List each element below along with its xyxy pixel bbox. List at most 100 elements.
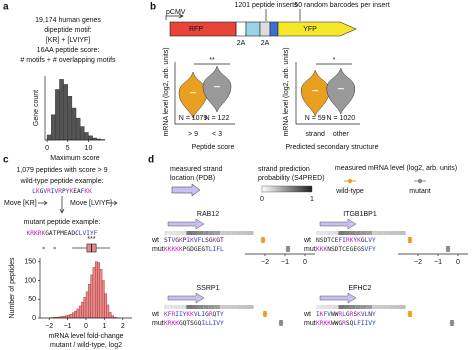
text: dipeptide motif: xyxy=(44,27,92,34)
residue: L xyxy=(220,246,224,253)
residue: V xyxy=(194,237,198,244)
bar xyxy=(83,297,87,319)
residue: E xyxy=(64,230,68,237)
residue: K xyxy=(168,246,172,253)
heat-cell xyxy=(186,305,192,309)
heat-cell xyxy=(372,305,378,309)
residue: L xyxy=(365,237,369,244)
residue: K xyxy=(36,188,40,195)
residue: G xyxy=(361,237,365,244)
strand-glyph xyxy=(171,183,201,197)
bar xyxy=(63,84,68,141)
residue: G xyxy=(45,230,49,237)
residue: N xyxy=(316,237,320,244)
heat-cell xyxy=(231,231,237,235)
residue: Y xyxy=(372,237,376,244)
axes xyxy=(295,62,360,125)
residue: G xyxy=(209,237,213,244)
bar xyxy=(76,308,80,319)
bar xyxy=(78,305,82,319)
residue: C xyxy=(75,230,79,237)
x-tick-label: 0 xyxy=(84,323,88,330)
legend-text: strand prediction xyxy=(258,166,310,173)
panel-label: b xyxy=(150,2,156,13)
heat-cell xyxy=(377,231,384,235)
heat-cell xyxy=(180,305,187,309)
x-tick-label: −2 xyxy=(45,323,53,330)
residue: F xyxy=(81,188,85,195)
x-tick-label: other xyxy=(333,131,350,138)
residue: D xyxy=(335,246,339,253)
residue: N xyxy=(368,311,372,318)
heat-cell xyxy=(360,231,367,235)
y-tick-label: 150 xyxy=(24,259,36,266)
row-label: mut xyxy=(152,246,164,253)
residue: F xyxy=(198,237,202,244)
n-label: N = 1020 xyxy=(326,115,355,122)
text: Move [LVIYF] xyxy=(70,200,112,207)
residue: E xyxy=(73,188,77,195)
residue: K xyxy=(179,237,183,244)
residue: W xyxy=(331,311,335,318)
heat-cell xyxy=(220,305,226,309)
heat-cell xyxy=(400,231,406,235)
heat-cell xyxy=(169,231,176,235)
sequence: STVGKPIKVFLSGKGT xyxy=(164,237,224,244)
heat-cell xyxy=(388,231,395,235)
x-tick-label: 2 xyxy=(121,323,125,330)
heat-cell xyxy=(383,231,389,235)
gradient-tick: 0 xyxy=(260,196,264,203)
residue: E xyxy=(198,246,202,253)
heat-cell xyxy=(321,305,328,309)
residue: R xyxy=(350,311,354,318)
residue: G xyxy=(357,246,361,253)
residue: Y xyxy=(372,320,376,327)
heat-cell xyxy=(372,231,378,235)
heat-cell xyxy=(377,305,384,309)
dot xyxy=(263,311,267,317)
residue: K xyxy=(41,230,45,237)
heat-cell xyxy=(203,305,209,309)
text: 1,079 peptides with score > 9 xyxy=(16,167,107,174)
y-tick-label: 100 xyxy=(24,277,36,284)
residue: K xyxy=(171,320,175,327)
panel-label: a xyxy=(3,2,9,13)
insert-box xyxy=(245,21,261,37)
residue: V xyxy=(361,311,365,318)
residue: V xyxy=(368,320,372,327)
residue: F xyxy=(357,320,361,327)
yfp-arrow xyxy=(277,21,357,37)
residue: T xyxy=(205,246,209,253)
legend-text: probability (S4PRED) xyxy=(258,175,325,182)
heat-cell xyxy=(388,305,395,309)
residue: D xyxy=(71,230,75,237)
sequence: KRKKWWGRSQLFIIVY xyxy=(316,320,376,327)
residue: R xyxy=(58,188,62,195)
text: mutant peptide example: xyxy=(24,219,101,226)
residue: V xyxy=(365,246,369,253)
residue: S xyxy=(205,237,209,244)
violin xyxy=(326,67,356,115)
residue: R xyxy=(30,230,34,237)
dot xyxy=(261,237,265,243)
bar xyxy=(71,107,77,141)
x-axis-label: Peptide score xyxy=(192,144,235,151)
bar xyxy=(74,311,77,319)
sequence: KRKKGQTSGQILLIVY xyxy=(164,320,224,327)
residue: K xyxy=(88,188,92,195)
x-axis-label: Predicted secondary structure xyxy=(286,144,379,151)
bar xyxy=(59,79,64,141)
residue: V xyxy=(83,230,87,237)
heat-cell xyxy=(327,231,333,235)
residue: Q xyxy=(183,320,187,327)
residue: Y xyxy=(220,311,224,318)
heat-cell xyxy=(192,305,198,309)
sequence: KKKKKPGDGEGTLIFL xyxy=(164,246,224,253)
strand-arrow xyxy=(167,292,205,304)
residue: K xyxy=(69,188,73,195)
x-tick-label: −1 xyxy=(64,323,72,330)
residue: F xyxy=(338,237,342,244)
residue: G xyxy=(175,237,179,244)
bar xyxy=(71,312,75,319)
